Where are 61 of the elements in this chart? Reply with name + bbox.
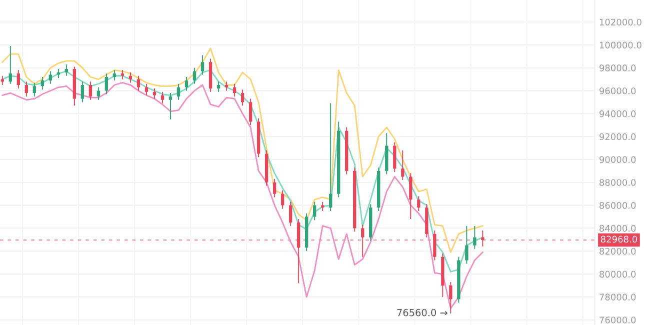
candlestick: [160, 91, 164, 104]
candlestick: [224, 81, 228, 92]
candlestick: [248, 98, 252, 126]
candlestick: [449, 282, 452, 314]
y-tick-label: 86000.0: [600, 202, 636, 209]
candlestick: [240, 89, 244, 106]
y-tick-label: 78000.0: [600, 294, 636, 300]
candlestick: [112, 70, 116, 81]
candlestick: [216, 81, 220, 92]
candlestick: [152, 88, 156, 100]
candlestick: [96, 86, 100, 100]
candlestick: [328, 102, 332, 212]
y-tick-label: 94000.0: [599, 110, 636, 118]
candlestick: [120, 70, 124, 80]
candlestick: [361, 224, 364, 258]
y-tick-label: 92000.0: [599, 133, 636, 140]
candlestick: [409, 172, 412, 220]
candlestick: [401, 150, 404, 181]
candlestick: [433, 230, 436, 261]
candlestick: [144, 83, 148, 96]
line-series: [2, 82, 484, 310]
candlestick: [8, 46, 12, 84]
candlestick: [80, 81, 84, 103]
candlestick: [64, 64, 68, 76]
candlestick: [280, 190, 284, 210]
line-series: [2, 48, 484, 253]
y-tick-label: 76000.0: [600, 316, 636, 324]
candlestick: [232, 83, 236, 97]
y-tick-label: 102000.0: [600, 18, 642, 26]
candlestick: [168, 92, 172, 120]
y-tick-label: 82000.0: [600, 248, 636, 255]
candlestick: [288, 201, 292, 226]
y-tick-label: 96000.0: [599, 87, 636, 94]
ref-line-label: 82968.0: [600, 236, 638, 243]
candlestick: [465, 225, 468, 264]
y-tick-label: 98000.0: [599, 64, 636, 72]
candlestick: [192, 67, 196, 84]
y-tick-label: 88000.0: [600, 179, 636, 186]
candlestick: [417, 196, 420, 212]
candlestick: [136, 75, 140, 92]
candlestick: [184, 76, 188, 92]
candlestick: [128, 72, 132, 84]
candlestick: [481, 230, 484, 248]
candlestick: [104, 73, 108, 95]
candlestick: [473, 225, 476, 250]
candlestick: [32, 82, 36, 97]
y-tick-label: 84000.0: [600, 224, 636, 232]
candlestick: [200, 54, 204, 76]
candlestick: [24, 81, 28, 97]
candlestick: [176, 83, 180, 100]
annotation: 76560.0 →: [397, 308, 448, 316]
candlestick: [272, 178, 276, 198]
candlestick: [48, 70, 52, 84]
candlestick: [312, 201, 316, 221]
y-tick-label: 100000.0: [600, 42, 642, 48]
y-tick-label: 80000.0: [600, 270, 636, 278]
candlestick: [88, 81, 92, 100]
candlestick: [40, 76, 44, 90]
y-tick-label: 90000.0: [599, 156, 636, 164]
candlestick: [393, 142, 396, 173]
candlestick: [16, 70, 20, 89]
